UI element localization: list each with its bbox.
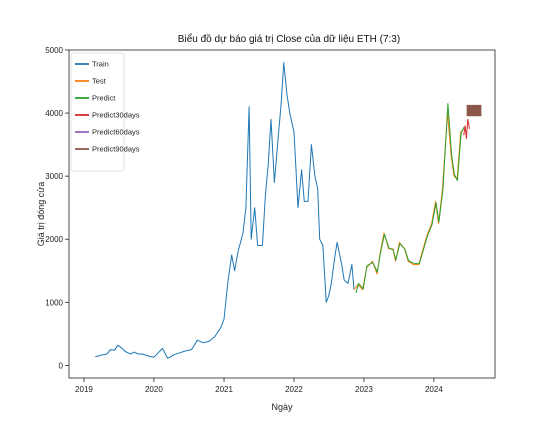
x-tick-label: 2024 xyxy=(425,385,443,394)
legend-label: Predict xyxy=(92,94,116,103)
series-layer xyxy=(95,63,481,359)
legend-label: Predict30days xyxy=(92,111,140,120)
y-tick-label: 4000 xyxy=(45,109,63,118)
x-tick-label: 2022 xyxy=(285,385,303,394)
legend-label: Test xyxy=(92,77,107,86)
y-tick-label: 1000 xyxy=(45,298,63,307)
series-predict xyxy=(356,104,464,293)
x-tick-label: 2019 xyxy=(75,385,93,394)
series-test xyxy=(354,113,464,290)
y-tick-label: 2000 xyxy=(45,235,63,244)
x-axis: 2019 2020 2021 2022 2023 2024 xyxy=(75,378,443,394)
x-axis-title: Ngày xyxy=(271,402,293,412)
y-axis: 0 1000 2000 3000 4000 5000 xyxy=(45,46,69,370)
series-predict30days xyxy=(464,119,470,138)
legend-label: Train xyxy=(92,60,109,69)
series-predict90days xyxy=(467,105,482,116)
legend-label: Predict90days xyxy=(92,145,140,154)
x-tick-label: 2023 xyxy=(355,385,373,394)
series-train xyxy=(95,63,354,359)
x-tick-label: 2020 xyxy=(145,385,163,394)
chart-title: Biểu đồ dự báo giá trị Close của dữ liệu… xyxy=(178,33,400,45)
y-tick-label: 3000 xyxy=(45,172,63,181)
legend: Train Test Predict Predict30days Predict60da… xyxy=(71,53,140,171)
x-tick-label: 2021 xyxy=(215,385,233,394)
legend-label: Predict60days xyxy=(92,128,140,137)
plot-area-frame xyxy=(69,50,495,378)
y-axis-title: Giá trị đóng cửa xyxy=(36,182,46,247)
y-tick-label: 0 xyxy=(59,361,64,370)
y-tick-label: 5000 xyxy=(45,46,63,55)
